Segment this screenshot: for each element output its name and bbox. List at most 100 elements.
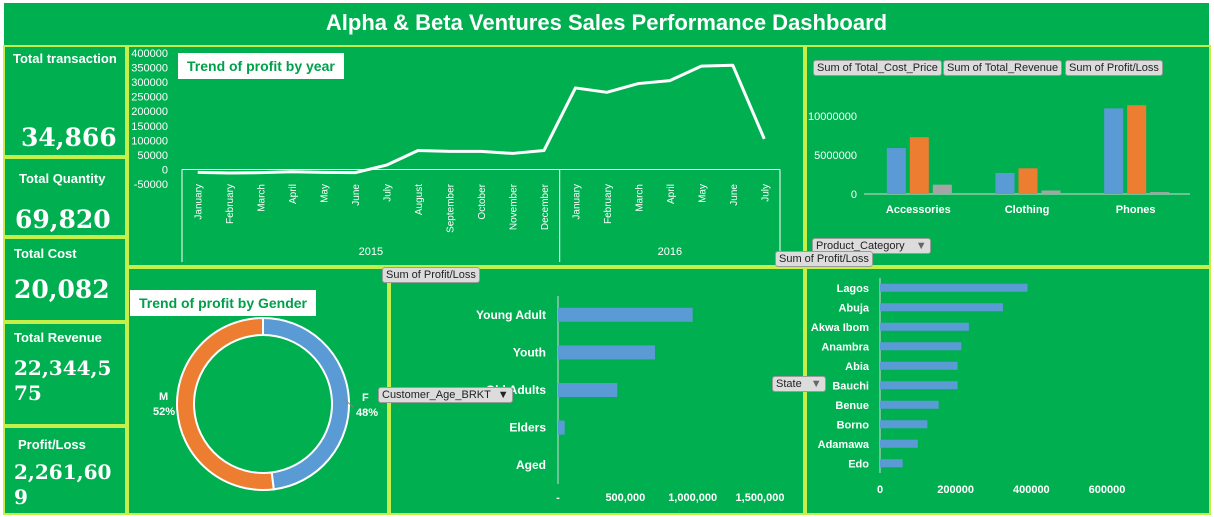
state-bar: [880, 381, 958, 390]
month-tick-label: March: [257, 184, 268, 212]
kpi-value: 2,261,609: [14, 460, 112, 509]
x-tick-label: 1,000,000: [668, 492, 717, 504]
filter-label: Customer_Age_BRKT: [382, 389, 491, 401]
kpi-total-cost: Total Cost 20,082: [3, 237, 127, 322]
category-label: Clothing: [1005, 204, 1050, 216]
category-bar: [886, 148, 906, 194]
month-tick-label: November: [508, 183, 519, 230]
state-label: Edo: [848, 458, 869, 470]
x-tick-label: -: [556, 492, 560, 504]
kpi-label: Total Cost: [14, 246, 77, 261]
product-category-filter[interactable]: Product_Category ▼: [812, 238, 931, 254]
category-bar: [932, 184, 952, 194]
state-label: Abuja: [838, 302, 869, 314]
state-label: Abia: [845, 361, 870, 373]
kpi-label: Profit/Loss: [18, 437, 86, 452]
profit-line-series: [197, 63, 766, 175]
kpi-value: 69,820: [15, 205, 111, 234]
category-bar: [909, 137, 929, 194]
month-tick-label: June: [351, 184, 362, 206]
kpi-total-revenue: Total Revenue 22,344,575: [3, 322, 127, 426]
state-label: Adamawa: [818, 439, 870, 451]
month-tick-label: December: [540, 183, 551, 230]
x-tick-label: 400000: [1013, 484, 1050, 496]
y-tick-label: 200000: [131, 106, 168, 118]
kpi-label: Total Revenue: [14, 330, 102, 345]
y-tick-label: 350000: [131, 63, 168, 75]
kpi-label: Total Quantity: [19, 171, 106, 186]
x-tick-label: 600000: [1089, 484, 1126, 496]
age-category-label: Youth: [513, 345, 546, 359]
filter-label: State: [776, 378, 802, 390]
state-bar: [880, 459, 903, 468]
month-tick-label: May: [697, 184, 708, 203]
y-tick-label: 5000000: [814, 150, 857, 162]
state-bar: [880, 420, 928, 429]
month-tick-label: September: [446, 183, 457, 233]
state-label: Anambra: [821, 341, 870, 353]
y-tick-label: 50000: [137, 150, 168, 162]
kpi-total-transaction: Total transaction 34,866: [3, 45, 127, 157]
kpi-total-quantity: Total Quantity 69,820: [3, 157, 127, 237]
x-tick-label: 1,500,000: [736, 492, 785, 504]
state-bar: [880, 361, 958, 370]
state-label: Akwa Ibom: [811, 322, 869, 334]
kpi-label: Total transaction: [13, 51, 117, 66]
legend-chip-profit[interactable]: Sum of Profit/Loss: [1065, 60, 1163, 76]
age-bar: [558, 383, 618, 397]
month-tick-label: July: [383, 184, 394, 202]
month-tick-label: April: [666, 184, 677, 204]
y-tick-label: 0: [162, 164, 168, 176]
profit-trend-title: Trend of profit by year: [178, 53, 344, 79]
kpi-value: 34,866: [21, 123, 117, 152]
donut-leader-line: [342, 397, 354, 408]
state-bar: [880, 342, 962, 351]
age-bar: [558, 307, 693, 322]
month-tick-label: June: [729, 184, 740, 206]
month-tick-label: July: [760, 184, 771, 202]
month-tick-label: August: [414, 184, 425, 215]
age-category-label: Elders: [509, 421, 546, 435]
category-bar: [1104, 108, 1124, 194]
category-label: Phones: [1116, 204, 1156, 216]
sum-profit-loss-state-chip[interactable]: Sum of Profit/Loss: [775, 251, 873, 267]
state-bar: [880, 303, 1003, 312]
filter-icon: ▼: [810, 378, 822, 390]
month-tick-label: January: [194, 184, 205, 220]
year-label: 2015: [359, 246, 383, 258]
donut-slice: [176, 316, 275, 491]
kpi-value: 20,082: [14, 275, 110, 304]
state-label: Bauchi: [832, 380, 869, 392]
month-tick-label: February: [603, 184, 614, 224]
age-bar: [558, 345, 655, 360]
y-tick-label: 300000: [131, 77, 168, 89]
legend-chip-cost[interactable]: Sum of Total_Cost_Price: [813, 60, 942, 76]
state-bar: [880, 439, 918, 448]
state-label: Lagos: [837, 283, 869, 295]
age-category-label: Young Adult: [476, 308, 546, 322]
x-tick-label: 200000: [937, 484, 974, 496]
x-tick-label: 0: [877, 484, 883, 496]
month-tick-label: May: [320, 184, 331, 203]
state-panel: [805, 267, 1211, 515]
donut-label-percent: 52%: [153, 406, 175, 418]
category-bar: [1127, 105, 1147, 194]
filter-label: Product_Category: [816, 240, 905, 252]
kpi-value: 22,344,575: [14, 356, 112, 405]
donut-label-name: M: [159, 391, 168, 403]
kpi-profit-loss: Profit/Loss 2,261,609: [3, 426, 127, 515]
y-tick-label: 400000: [131, 48, 168, 60]
month-tick-label: March: [634, 184, 645, 212]
sum-profit-loss-age-chip[interactable]: Sum of Profit/Loss: [382, 267, 480, 283]
legend-chip-revenue[interactable]: Sum of Total_Revenue: [943, 60, 1063, 76]
customer-age-filter[interactable]: Customer_Age_BRKT ▼: [378, 387, 513, 403]
state-bar: [880, 322, 969, 331]
age-category-label: Aged: [516, 458, 546, 472]
category-label: Accessories: [886, 204, 951, 216]
age-bar: [558, 420, 565, 435]
category-bar: [1018, 168, 1038, 194]
y-tick-label: 0: [851, 189, 857, 201]
state-filter[interactable]: State ▼: [772, 376, 826, 392]
category-bar: [1041, 190, 1061, 194]
